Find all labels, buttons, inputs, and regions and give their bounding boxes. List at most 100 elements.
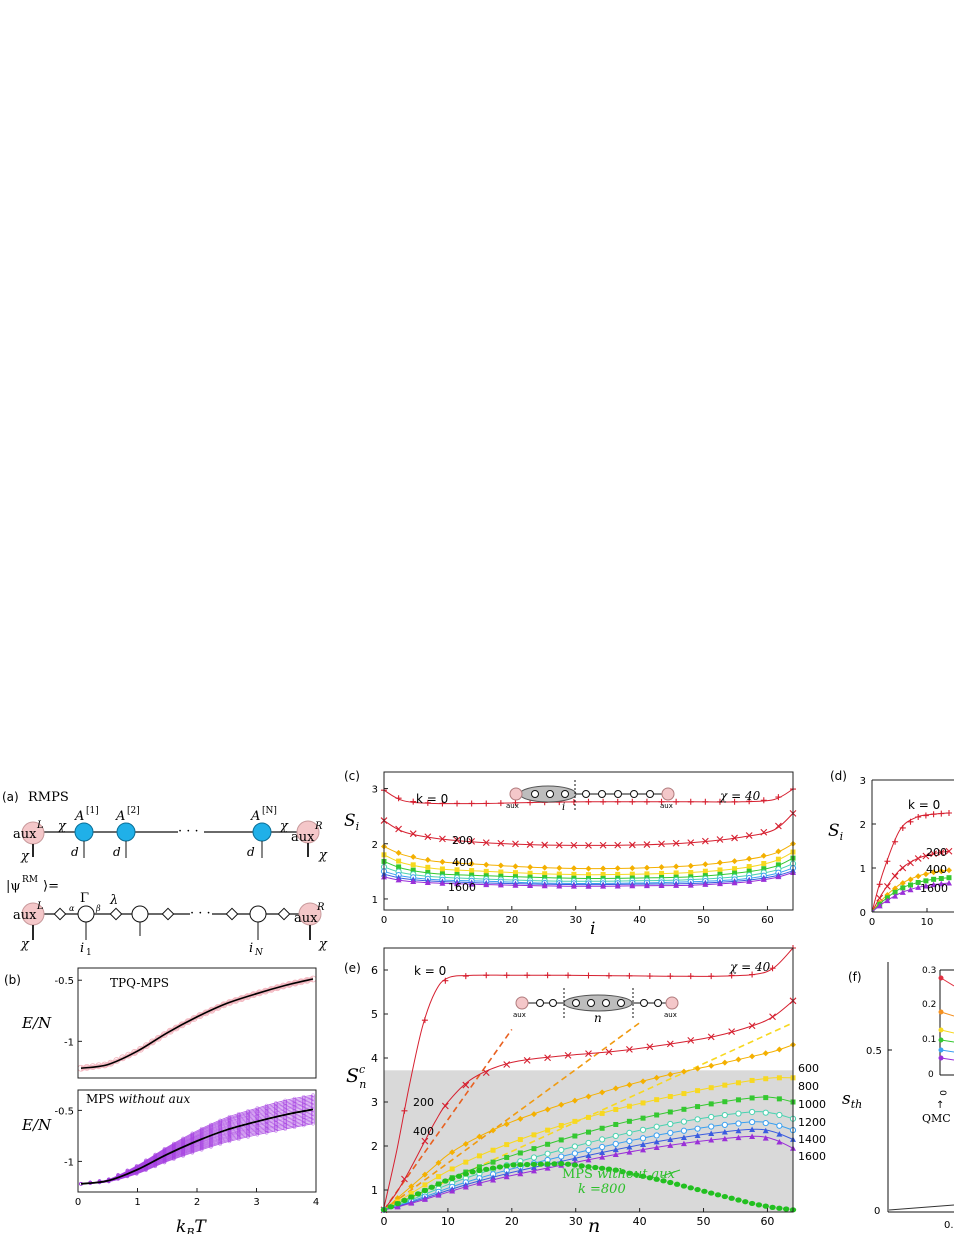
series-marker bbox=[421, 1137, 429, 1145]
inset-c-aux-l bbox=[509, 787, 523, 801]
inset-c-aux-r-text: aux bbox=[660, 802, 673, 810]
series-marker bbox=[558, 1146, 565, 1154]
series-marker bbox=[716, 836, 724, 843]
series-marker bbox=[667, 1109, 673, 1115]
row1-dots: · · · bbox=[178, 824, 199, 839]
series-marker bbox=[884, 897, 891, 904]
tensor-a2-base: A bbox=[115, 809, 125, 824]
y-tick-label: 0 bbox=[860, 908, 866, 919]
series-marker bbox=[775, 794, 782, 801]
series-marker bbox=[667, 1094, 673, 1099]
panel-d-k200: 200 bbox=[926, 846, 947, 859]
lambda-diamond-3 bbox=[225, 907, 239, 921]
series-marker bbox=[542, 871, 548, 877]
series-marker bbox=[775, 873, 782, 880]
series-marker bbox=[748, 1022, 756, 1030]
series-marker bbox=[681, 1091, 687, 1097]
series-marker bbox=[667, 973, 674, 980]
series-marker bbox=[614, 798, 621, 805]
mps-sample-marker bbox=[311, 1105, 315, 1110]
series-marker bbox=[517, 1137, 523, 1143]
x-tick-label: 0 bbox=[75, 1197, 81, 1208]
inset-c-site bbox=[630, 790, 638, 798]
series-marker bbox=[735, 1110, 742, 1117]
series-marker bbox=[526, 841, 534, 848]
y-tick-label: 3 bbox=[372, 785, 378, 796]
series-marker bbox=[762, 1109, 769, 1116]
inset-c-site bbox=[646, 790, 654, 798]
series-marker bbox=[687, 882, 694, 888]
series-marker bbox=[586, 1129, 591, 1135]
chi-right-bottom-2: χ bbox=[318, 937, 328, 952]
series-marker bbox=[922, 871, 929, 878]
series-marker bbox=[660, 1178, 667, 1184]
series-marker bbox=[564, 1161, 572, 1167]
series-marker bbox=[626, 1103, 632, 1109]
xlabel-k: k bbox=[176, 1217, 186, 1234]
series-marker bbox=[749, 971, 756, 978]
mps-sample-marker bbox=[311, 1101, 315, 1106]
series-marker bbox=[735, 1127, 742, 1134]
y-tick-label: 6 bbox=[371, 964, 378, 977]
panel-d-ylabel-sub: i bbox=[840, 830, 844, 843]
mps-sample-marker bbox=[171, 1141, 176, 1146]
beta-label: β bbox=[95, 904, 101, 913]
series-marker bbox=[755, 1202, 763, 1208]
series-line bbox=[383, 1135, 794, 1211]
series-marker bbox=[599, 1149, 606, 1156]
inset-e-site bbox=[617, 999, 625, 1007]
series-marker bbox=[531, 1146, 537, 1152]
gamma-label: Γ bbox=[80, 891, 89, 906]
series-marker bbox=[708, 1062, 715, 1069]
series-marker bbox=[476, 1164, 482, 1170]
y-tick-label: -1 bbox=[64, 1157, 74, 1168]
series-marker bbox=[915, 813, 922, 820]
series-marker bbox=[626, 1149, 633, 1155]
series-marker bbox=[945, 847, 953, 855]
x-tick-label: 4 bbox=[313, 1197, 319, 1208]
panel-b-ylabel-top: E/N bbox=[21, 1014, 52, 1032]
series-marker bbox=[558, 1101, 565, 1108]
tpq-marker bbox=[208, 1006, 216, 1014]
series-marker bbox=[640, 1141, 647, 1147]
series-marker bbox=[907, 876, 914, 883]
series-marker bbox=[571, 1150, 578, 1157]
series-marker bbox=[395, 849, 402, 856]
series-marker bbox=[946, 867, 952, 874]
series-marker bbox=[892, 889, 898, 895]
y-tick-label: 4 bbox=[371, 1052, 378, 1065]
series-marker bbox=[644, 871, 650, 877]
series-marker bbox=[619, 1169, 626, 1175]
series-marker bbox=[517, 1170, 524, 1177]
mps-sample-marker bbox=[255, 1106, 260, 1110]
series-marker bbox=[701, 1188, 708, 1194]
series-line bbox=[383, 1000, 794, 1211]
panel-e-right-label: 1400 bbox=[798, 1133, 826, 1146]
series-marker bbox=[702, 861, 709, 868]
series-marker bbox=[425, 864, 431, 870]
series-marker bbox=[551, 1161, 558, 1167]
series-marker bbox=[599, 1143, 606, 1151]
series-marker bbox=[612, 1151, 619, 1158]
series-marker bbox=[681, 1106, 687, 1112]
series-marker bbox=[558, 1122, 564, 1128]
mps-sample-marker bbox=[311, 1104, 315, 1108]
series-marker bbox=[585, 1093, 592, 1100]
series-marker bbox=[408, 1183, 415, 1190]
series-marker bbox=[626, 1118, 632, 1124]
series-marker bbox=[454, 872, 460, 878]
mps-sample-marker bbox=[311, 1093, 315, 1097]
series-marker bbox=[530, 1111, 537, 1118]
panel-e-mps-ital: without aux bbox=[597, 1167, 676, 1182]
mps-sample-marker bbox=[209, 1122, 213, 1127]
x-tick-label: 40 bbox=[633, 1215, 647, 1228]
series-marker bbox=[908, 882, 913, 888]
mps-sample-line bbox=[80, 1105, 314, 1185]
series-marker bbox=[731, 858, 738, 865]
series-marker bbox=[468, 800, 475, 807]
series-marker bbox=[749, 1133, 756, 1140]
mps-sample-marker bbox=[264, 1103, 269, 1108]
series-marker bbox=[629, 798, 636, 805]
